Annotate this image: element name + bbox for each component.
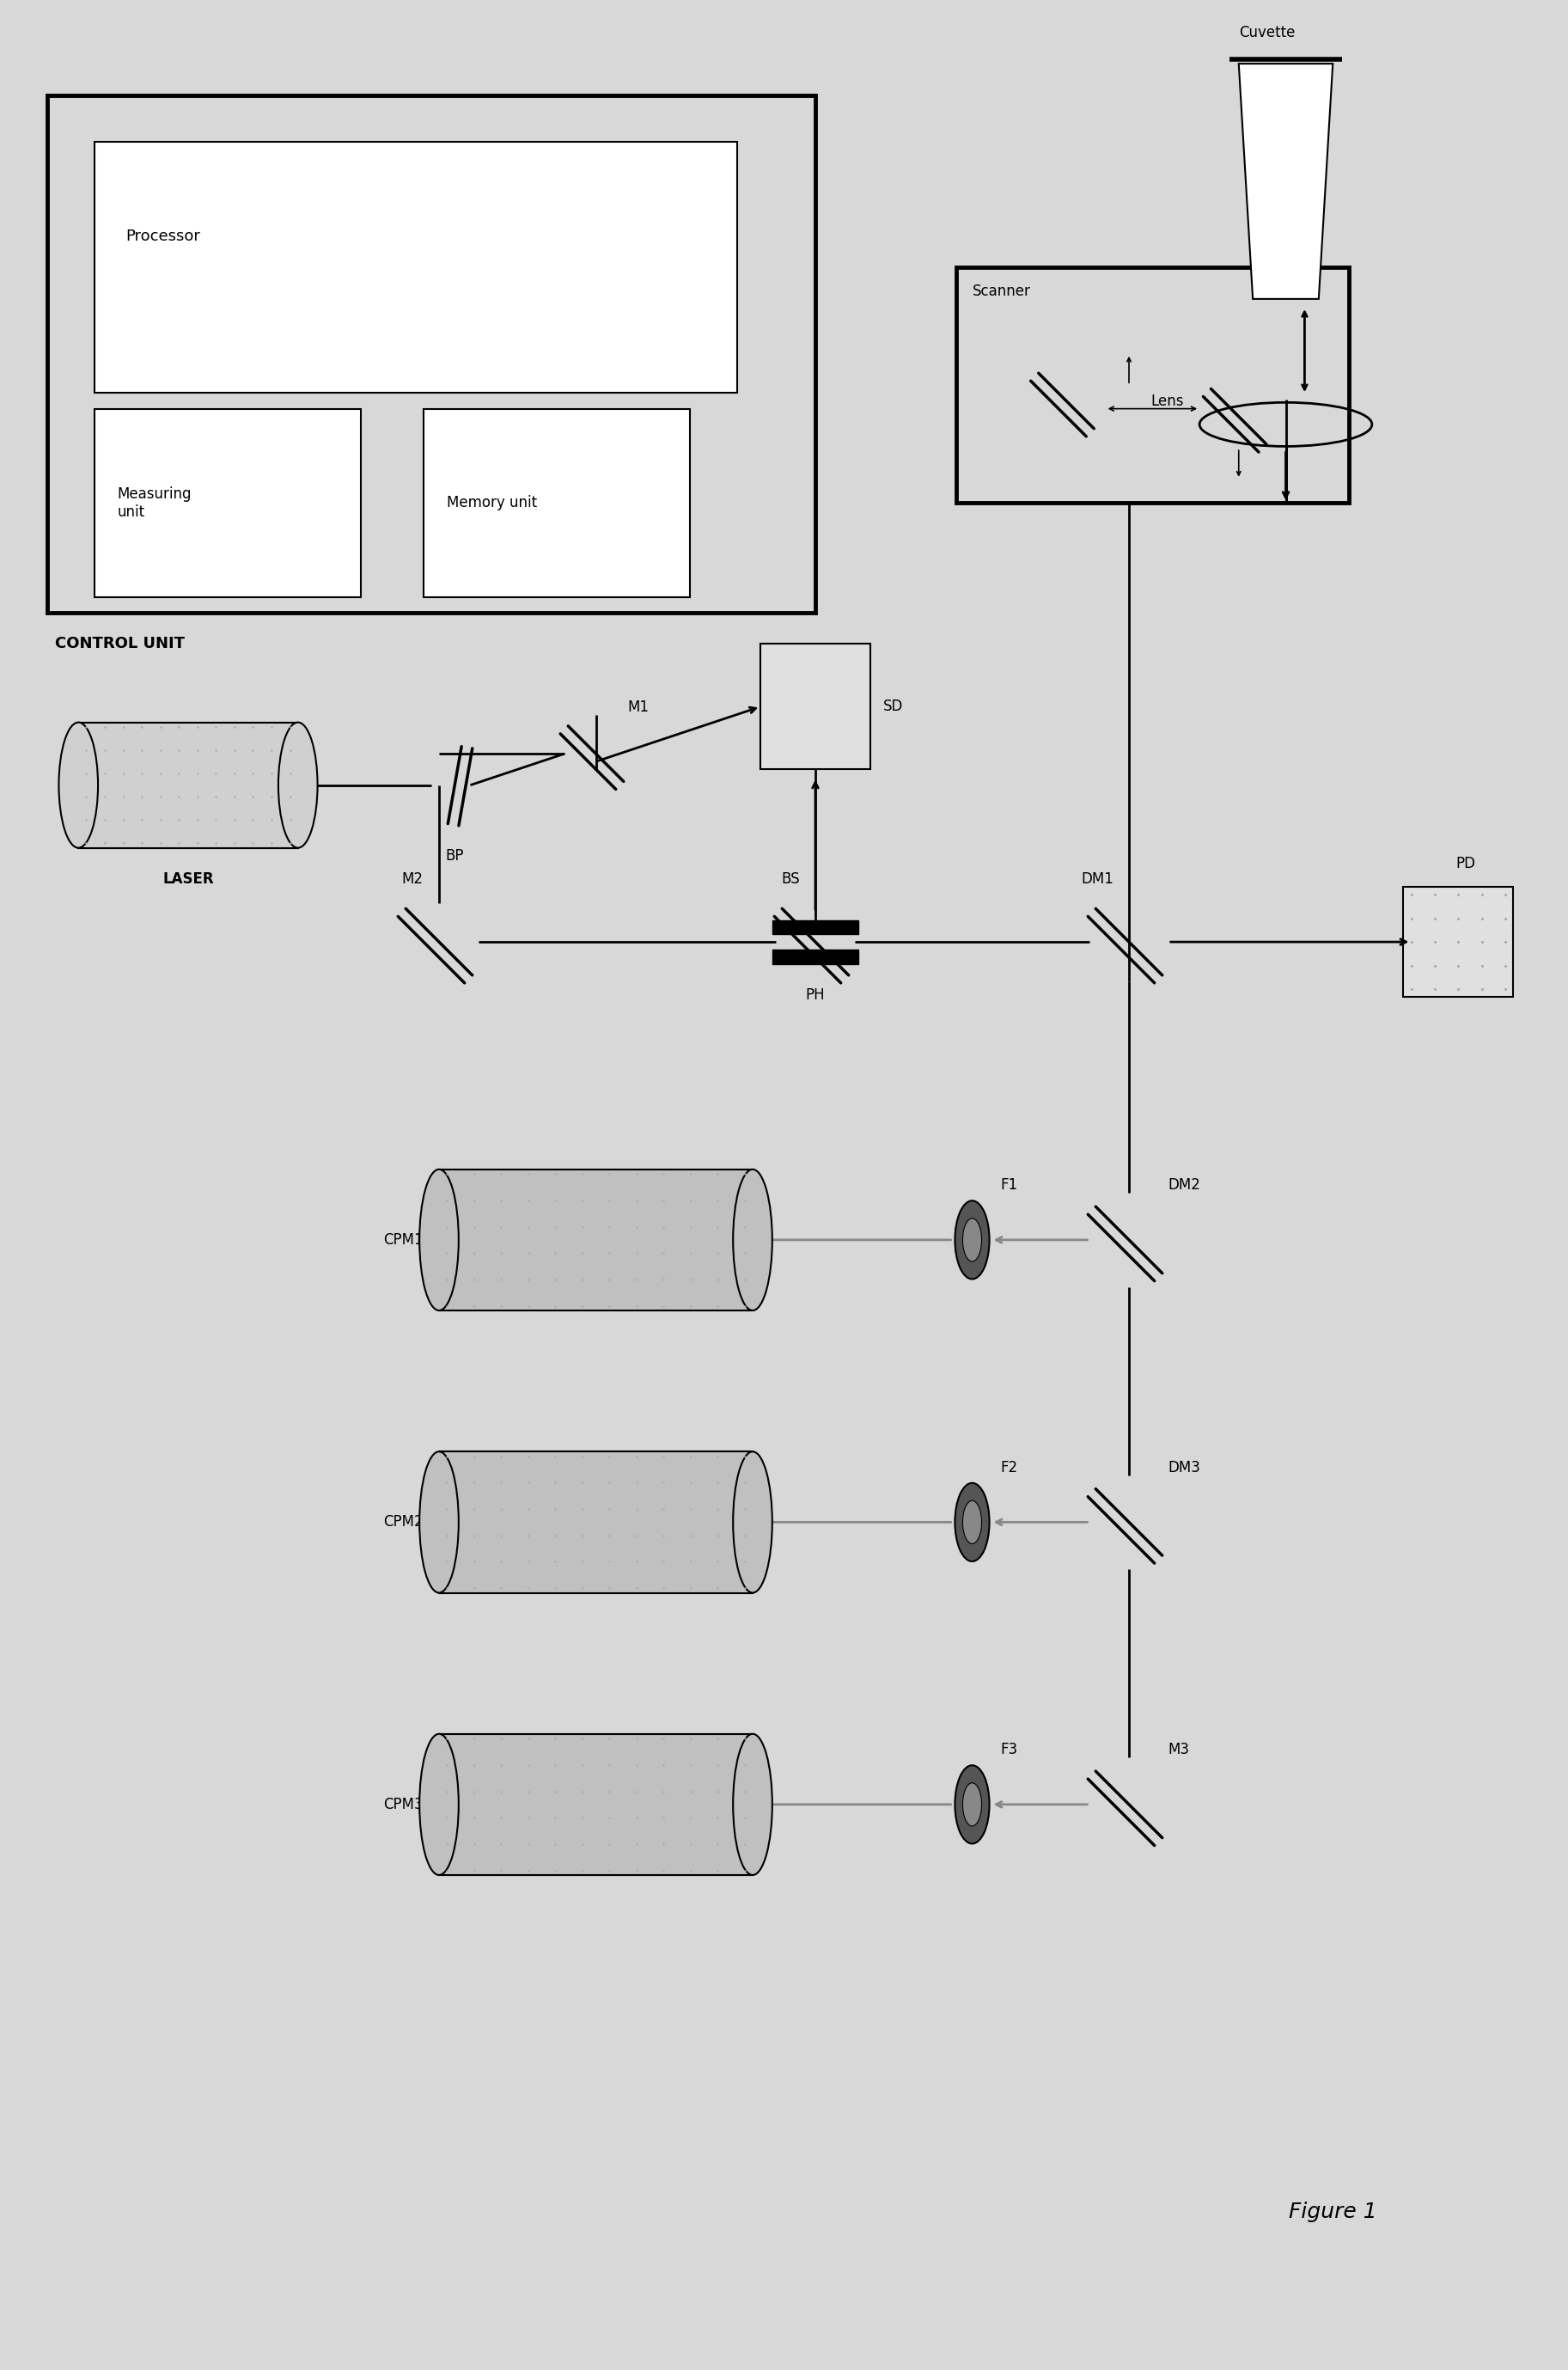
Ellipse shape: [732, 1168, 771, 1311]
Ellipse shape: [963, 1218, 982, 1261]
Polygon shape: [1239, 64, 1333, 299]
Text: Scanner: Scanner: [972, 284, 1030, 299]
Text: SD: SD: [883, 699, 903, 713]
Bar: [439, 1735, 753, 1875]
Ellipse shape: [419, 1735, 458, 1875]
Text: Figure 1: Figure 1: [1289, 2202, 1377, 2223]
Text: Processor: Processor: [125, 228, 201, 244]
Ellipse shape: [732, 1735, 771, 1875]
Bar: [439, 1168, 753, 1311]
Bar: [94, 142, 737, 393]
Ellipse shape: [955, 1202, 989, 1280]
Bar: [439, 1450, 753, 1593]
Text: LASER: LASER: [163, 872, 213, 886]
Text: Lens: Lens: [1151, 393, 1184, 408]
Text: F1: F1: [1000, 1178, 1018, 1192]
Text: CPM2: CPM2: [383, 1514, 423, 1531]
Text: Measuring
unit: Measuring unit: [118, 486, 191, 519]
Ellipse shape: [419, 1168, 458, 1311]
Text: M2: M2: [401, 872, 423, 886]
Text: DM1: DM1: [1080, 872, 1113, 886]
Bar: [771, 950, 859, 965]
Ellipse shape: [955, 1484, 989, 1562]
Text: F2: F2: [1000, 1460, 1018, 1474]
Bar: [956, 268, 1348, 502]
Text: F3: F3: [1000, 1742, 1018, 1759]
Bar: [771, 920, 859, 934]
Text: DM3: DM3: [1168, 1460, 1201, 1474]
Text: CONTROL UNIT: CONTROL UNIT: [55, 635, 185, 652]
Bar: [423, 408, 690, 597]
Bar: [78, 723, 298, 848]
Text: BS: BS: [781, 872, 800, 886]
Text: PH: PH: [806, 988, 825, 1003]
Text: Cuvette: Cuvette: [1239, 24, 1295, 40]
Text: PD: PD: [1457, 856, 1475, 872]
Ellipse shape: [955, 1766, 989, 1844]
Text: CPM1: CPM1: [383, 1232, 423, 1247]
Ellipse shape: [963, 1782, 982, 1825]
Text: CPM3: CPM3: [383, 1796, 423, 1813]
Bar: [47, 95, 815, 611]
Text: Memory unit: Memory unit: [447, 495, 538, 510]
Text: M1: M1: [627, 699, 649, 713]
Ellipse shape: [60, 723, 97, 848]
Ellipse shape: [732, 1450, 771, 1593]
Bar: [760, 645, 870, 770]
Ellipse shape: [419, 1450, 458, 1593]
Text: M3: M3: [1168, 1742, 1190, 1759]
Ellipse shape: [963, 1500, 982, 1543]
Bar: [94, 408, 361, 597]
Ellipse shape: [279, 723, 317, 848]
Bar: [1403, 886, 1513, 998]
Text: DM2: DM2: [1168, 1178, 1201, 1192]
Text: BP: BP: [445, 848, 464, 863]
